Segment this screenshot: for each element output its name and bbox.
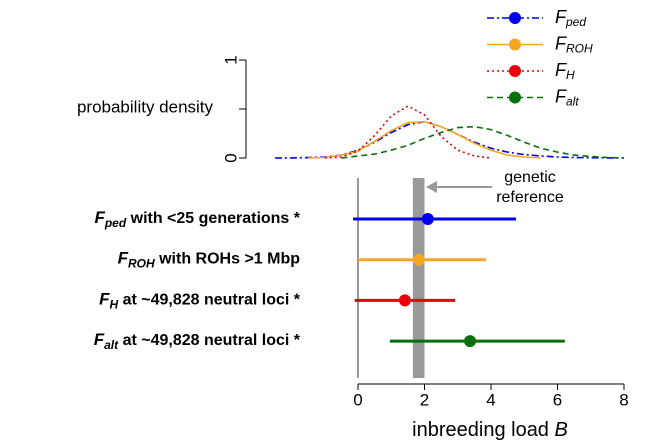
legend-marker <box>509 38 521 51</box>
legend-label: FROH <box>555 33 593 55</box>
legend-label: Falt <box>555 86 579 108</box>
x-tick-label: 4 <box>486 390 495 409</box>
row-symbol: F <box>94 331 105 350</box>
legend-subscript: ped <box>565 15 586 29</box>
legend-marker <box>509 91 521 104</box>
legend-subscript: alt <box>566 95 579 109</box>
row-label: Falt at ~49,828 neutral loci * <box>94 331 301 353</box>
density-curve <box>341 125 625 159</box>
estimate <box>464 335 477 348</box>
legend-marker <box>509 12 521 24</box>
estimate <box>421 213 434 225</box>
x-tick-label: 2 <box>420 390 429 409</box>
estimate <box>398 294 411 307</box>
density-curve <box>324 105 492 159</box>
legend-subscript: H <box>566 68 575 82</box>
legend-label: FH <box>555 60 575 82</box>
y-tick-label: 0 <box>221 153 240 162</box>
y-tick-label: 1 <box>221 55 240 64</box>
y-axis-label: probability density <box>77 97 214 116</box>
x-axis-label: inbreeding load B <box>412 419 568 441</box>
reference-label: genetic <box>504 169 556 186</box>
row-text: with ROHs >1 Mbp <box>155 251 301 268</box>
row-symbol: F <box>94 208 105 227</box>
x-axis-label-var: B <box>555 419 568 441</box>
legend-symbol: F <box>555 86 567 106</box>
row-text: at ~49,828 neutral loci * <box>118 332 301 349</box>
reference-arrowhead <box>426 181 437 193</box>
legend-symbol: F <box>555 60 567 80</box>
x-tick-label: 8 <box>619 390 628 409</box>
row-text: at ~49,828 neutral loci * <box>118 292 301 309</box>
row-subscript: ped <box>104 216 127 230</box>
row-symbol: F <box>118 249 129 268</box>
row-label: FH at ~49,828 neutral loci * <box>99 290 301 312</box>
legend-subscript: ROH <box>566 42 593 56</box>
row-subscript: ROH <box>128 257 155 271</box>
estimate <box>412 253 425 266</box>
legend-marker <box>509 65 521 77</box>
row-label: Fped with <25 generations * <box>94 208 300 230</box>
reference-band <box>412 178 425 378</box>
x-tick-label: 6 <box>553 390 562 409</box>
density-curve <box>274 120 625 159</box>
row-label: FROH with ROHs >1 Mbp <box>118 249 301 271</box>
row-text: with <25 generations * <box>126 210 301 227</box>
legend-symbol: F <box>555 33 567 53</box>
x-axis-label-text: inbreeding load <box>412 419 554 441</box>
row-subscript: alt <box>104 338 119 352</box>
legend-symbol: F <box>555 7 567 27</box>
legend-label: Fped <box>555 7 586 29</box>
x-tick-label: 0 <box>353 390 362 409</box>
reference-label: reference <box>496 189 564 206</box>
row-subscript: H <box>109 298 118 312</box>
density-curve <box>308 120 541 159</box>
row-symbol: F <box>99 290 110 309</box>
